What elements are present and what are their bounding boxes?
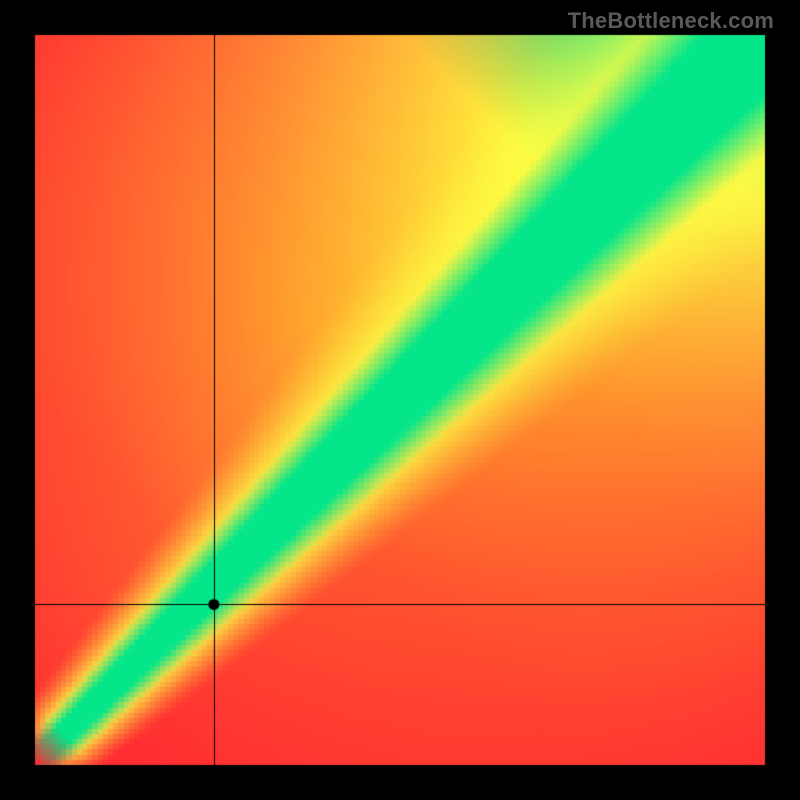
watermark-text: TheBottleneck.com — [568, 8, 774, 34]
chart-container: TheBottleneck.com — [0, 0, 800, 800]
bottleneck-heatmap — [0, 0, 800, 800]
